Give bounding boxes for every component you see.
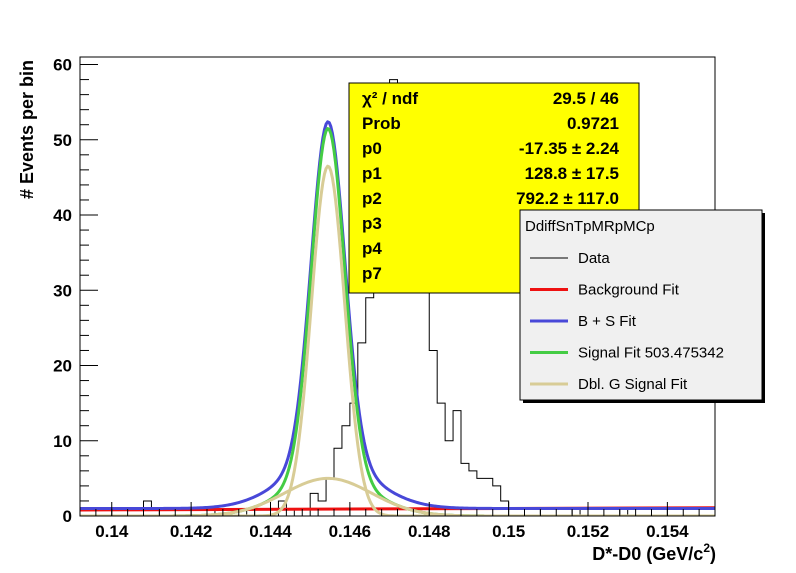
x-axis-title: D*-D0 (GeV/c2): [592, 541, 716, 564]
y-axis-title: # Events per bin: [17, 60, 37, 199]
x-tick-label: 0.154: [646, 522, 689, 541]
y-axis: 0 10 20 30 40 50 60: [53, 56, 98, 526]
y-tick-label: 60: [53, 56, 72, 75]
legend-label: Data: [578, 250, 610, 267]
stats-row-label: Prob: [362, 114, 401, 133]
x-tick-label: 0.146: [329, 522, 372, 541]
stats-row-label: p1: [362, 164, 382, 183]
x-axis-title-sup: 2: [703, 541, 710, 555]
stats-row-value: 29.5 / 46: [553, 89, 619, 108]
x-tick-label: 0.148: [408, 522, 451, 541]
x-tick-label: 0.14: [95, 522, 129, 541]
stats-row-label: p2: [362, 189, 382, 208]
y-tick-label: 10: [53, 432, 72, 451]
legend: DdiffSnTpMRpMCp Data Background Fit B + S F…: [519, 209, 765, 403]
stats-row-value: 792.2 ± 117.0: [516, 189, 619, 208]
stats-row-label: p7: [362, 264, 382, 283]
legend-label: Dbl. G Signal Fit: [578, 376, 688, 393]
x-tick-label: 0.144: [249, 522, 292, 541]
y-tick-label: 30: [53, 281, 72, 300]
x-tick-label: 0.142: [170, 522, 213, 541]
legend-label: B + S Fit: [578, 313, 637, 330]
legend-label: Signal Fit 503.475342: [578, 345, 724, 362]
stats-row-label: p0: [362, 139, 382, 158]
x-tick-label: 0.152: [567, 522, 610, 541]
y-tick-label: 0: [63, 507, 72, 526]
y-tick-label: 40: [53, 206, 72, 225]
y-tick-label: 20: [53, 357, 72, 376]
x-axis-title-tail: ): [710, 544, 716, 564]
x-axis-title-main: D*-D0 (GeV/c: [592, 544, 703, 564]
stats-row-value: 128.8 ± 17.5: [525, 164, 619, 183]
stats-row-label: p4: [362, 239, 382, 258]
legend-background: [519, 209, 763, 401]
stats-row-label: χ² / ndf: [362, 89, 418, 108]
legend-label: Background Fit: [578, 282, 680, 299]
stats-row-value: -17.35 ± 2.24: [519, 139, 620, 158]
stats-row-label: p3: [362, 214, 382, 233]
y-tick-label: 50: [53, 131, 72, 150]
legend-title: DdiffSnTpMRpMCp: [525, 218, 655, 235]
fit-curve-1: [80, 120, 715, 510]
stats-row-value: 0.9721: [567, 114, 619, 133]
x-axis: 0.14 0.142 0.144 0.146 0.148 0.15 0.152 0.154: [95, 502, 700, 541]
x-tick-label: 0.15: [492, 522, 525, 541]
